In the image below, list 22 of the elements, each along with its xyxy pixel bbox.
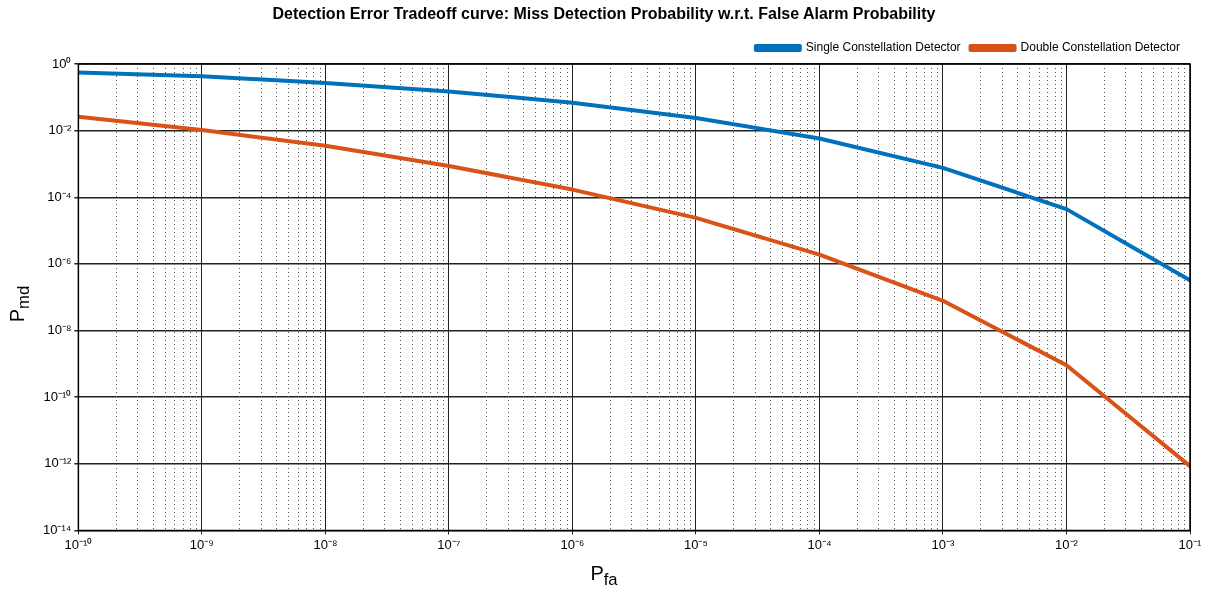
x-tick-label: 10⁻⁵ <box>684 536 708 552</box>
x-tick-label: 10⁻⁹ <box>189 536 214 552</box>
y-tick-label: 10⁻⁶ <box>47 255 72 271</box>
x-tick-label: 10⁻¹ <box>1178 536 1203 552</box>
x-tick-label: 10⁻⁶ <box>560 536 585 552</box>
chart-title: Detection Error Tradeoff curve: Miss Detection Probability w.r.t. False Alarm Probability <box>271 4 937 24</box>
x-tick-label: 10⁻² <box>1055 536 1079 552</box>
x-tick-label: 10⁻⁸ <box>313 536 338 552</box>
x-tick-label: 10⁻⁷ <box>437 536 461 552</box>
y-tick-label: 10⁻¹² <box>44 455 73 471</box>
legend-label: Double Constellation Detector <box>1020 40 1180 55</box>
y-tick-label: 10⁻² <box>48 122 73 138</box>
x-tick-label: 10⁻⁴ <box>807 536 832 552</box>
y-tick-label: 10⁻⁸ <box>47 322 72 338</box>
x-axis-title: P$_{fa}$ <box>589 562 619 590</box>
x-tick-label: 10⁻¹⁰ <box>64 536 93 552</box>
y-tick-label: 10⁻¹⁴ <box>43 521 72 537</box>
y-tick-label: 10⁰ <box>51 55 72 71</box>
y-tick-label: 10⁻⁴ <box>47 188 72 204</box>
x-tick-label: 10⁻³ <box>931 536 956 552</box>
y-tick-label: 10⁻¹⁰ <box>43 388 72 404</box>
legend-label: Single Constellation Detector <box>805 40 961 55</box>
